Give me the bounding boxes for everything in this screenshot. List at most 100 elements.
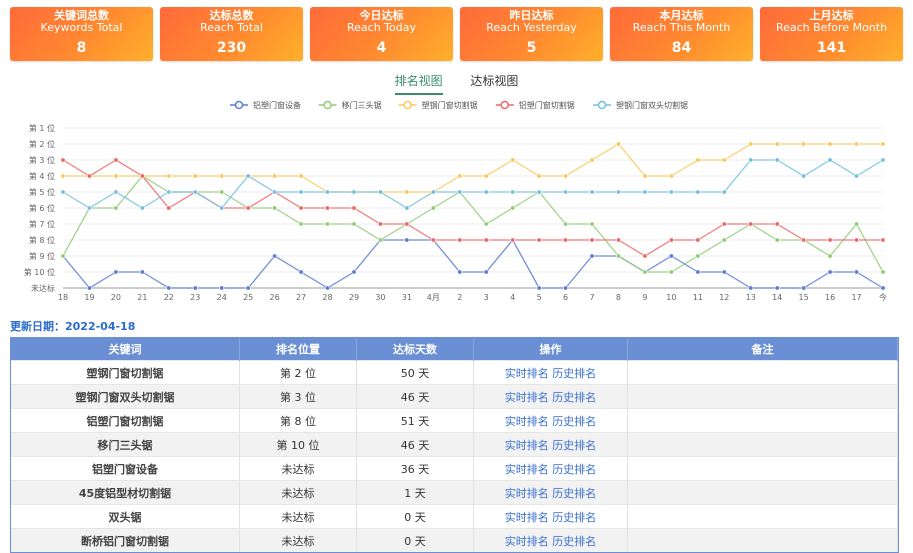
data-point[interactable] <box>404 205 410 211</box>
data-point[interactable] <box>880 285 886 291</box>
data-point[interactable] <box>298 205 304 211</box>
data-point[interactable] <box>113 269 119 275</box>
data-point[interactable] <box>854 237 860 243</box>
tab-rank-view[interactable]: 排名视图 <box>394 72 443 95</box>
data-point[interactable] <box>245 285 251 291</box>
data-point[interactable] <box>351 221 357 227</box>
data-point[interactable] <box>245 205 251 211</box>
data-point[interactable] <box>880 157 886 163</box>
data-point[interactable] <box>404 221 410 227</box>
realtime-rank-link[interactable]: 实时排名 <box>504 486 549 500</box>
data-point[interactable] <box>563 221 569 227</box>
data-point[interactable] <box>483 189 489 195</box>
data-point[interactable] <box>351 269 357 275</box>
data-point[interactable] <box>721 269 727 275</box>
data-point[interactable] <box>642 253 648 259</box>
data-point[interactable] <box>166 173 172 179</box>
data-point[interactable] <box>377 221 383 227</box>
data-point[interactable] <box>774 285 780 291</box>
data-point[interactable] <box>748 157 754 163</box>
data-point[interactable] <box>615 189 621 195</box>
data-point[interactable] <box>536 285 542 291</box>
data-point[interactable] <box>86 205 92 211</box>
data-point[interactable] <box>827 237 833 243</box>
data-point[interactable] <box>60 189 66 195</box>
data-point[interactable] <box>325 285 331 291</box>
data-point[interactable] <box>668 189 674 195</box>
data-point[interactable] <box>166 205 172 211</box>
data-point[interactable] <box>60 173 66 179</box>
data-point[interactable] <box>615 237 621 243</box>
data-point[interactable] <box>325 221 331 227</box>
data-point[interactable] <box>748 285 754 291</box>
realtime-rank-link[interactable]: 实时排名 <box>504 510 549 524</box>
history-rank-link[interactable]: 历史排名 <box>552 438 597 452</box>
data-point[interactable] <box>139 173 145 179</box>
data-point[interactable] <box>563 285 569 291</box>
data-point[interactable] <box>695 189 701 195</box>
data-point[interactable] <box>272 253 278 259</box>
data-point[interactable] <box>695 253 701 259</box>
data-point[interactable] <box>563 173 569 179</box>
data-point[interactable] <box>430 205 436 211</box>
data-point[interactable] <box>536 173 542 179</box>
data-point[interactable] <box>801 237 807 243</box>
data-point[interactable] <box>245 173 251 179</box>
data-point[interactable] <box>695 157 701 163</box>
data-point[interactable] <box>774 157 780 163</box>
data-point[interactable] <box>430 189 436 195</box>
data-point[interactable] <box>166 285 172 291</box>
data-point[interactable] <box>721 189 727 195</box>
legend-label[interactable]: 铝塑门窗切割锯 <box>519 100 575 110</box>
data-point[interactable] <box>457 173 463 179</box>
history-rank-link[interactable]: 历史排名 <box>552 414 597 428</box>
legend-label[interactable]: 铝塑门窗设备 <box>253 100 301 110</box>
data-point[interactable] <box>615 253 621 259</box>
data-point[interactable] <box>668 237 674 243</box>
legend-label[interactable]: 塑钢门窗双头切割锯 <box>616 100 688 110</box>
data-point[interactable] <box>483 173 489 179</box>
realtime-rank-link[interactable]: 实时排名 <box>504 390 549 404</box>
data-point[interactable] <box>325 189 331 195</box>
data-point[interactable] <box>827 141 833 147</box>
data-point[interactable] <box>536 237 542 243</box>
data-point[interactable] <box>377 237 383 243</box>
data-point[interactable] <box>589 221 595 227</box>
data-point[interactable] <box>801 285 807 291</box>
history-rank-link[interactable]: 历史排名 <box>552 462 597 476</box>
data-point[interactable] <box>219 189 225 195</box>
data-point[interactable] <box>721 157 727 163</box>
legend-label[interactable]: 塑钢门窗切割锯 <box>422 100 478 110</box>
data-point[interactable] <box>404 189 410 195</box>
data-point[interactable] <box>219 285 225 291</box>
history-rank-link[interactable]: 历史排名 <box>552 486 597 500</box>
data-point[interactable] <box>483 221 489 227</box>
data-point[interactable] <box>510 189 516 195</box>
data-point[interactable] <box>801 141 807 147</box>
data-point[interactable] <box>827 269 833 275</box>
data-point[interactable] <box>219 205 225 211</box>
history-rank-link[interactable]: 历史排名 <box>552 390 597 404</box>
data-point[interactable] <box>510 205 516 211</box>
data-point[interactable] <box>272 189 278 195</box>
data-point[interactable] <box>272 173 278 179</box>
data-point[interactable] <box>113 189 119 195</box>
data-point[interactable] <box>563 237 569 243</box>
realtime-rank-link[interactable]: 实时排名 <box>504 462 549 476</box>
data-point[interactable] <box>113 157 119 163</box>
data-point[interactable] <box>351 205 357 211</box>
data-point[interactable] <box>192 173 198 179</box>
data-point[interactable] <box>86 173 92 179</box>
data-point[interactable] <box>563 189 569 195</box>
data-point[interactable] <box>748 141 754 147</box>
data-point[interactable] <box>60 157 66 163</box>
data-point[interactable] <box>483 237 489 243</box>
data-point[interactable] <box>139 205 145 211</box>
data-point[interactable] <box>377 189 383 195</box>
history-rank-link[interactable]: 历史排名 <box>552 510 597 524</box>
data-point[interactable] <box>615 141 621 147</box>
data-point[interactable] <box>589 157 595 163</box>
data-point[interactable] <box>166 189 172 195</box>
data-point[interactable] <box>642 173 648 179</box>
data-point[interactable] <box>483 269 489 275</box>
